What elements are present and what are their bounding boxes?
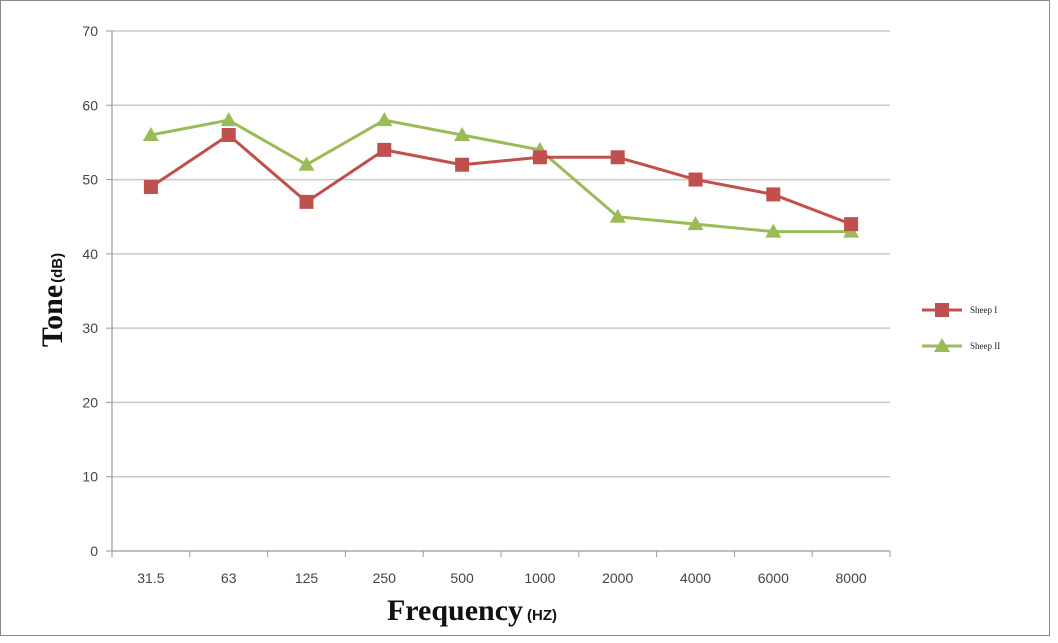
y-tick-label: 0	[90, 543, 98, 559]
x-axis-unit-text: (HZ)	[527, 607, 557, 624]
y-tick-label: 20	[82, 394, 98, 410]
legend-marker	[935, 303, 949, 317]
x-tick-label: 4000	[680, 570, 711, 586]
y-tick-label: 70	[82, 23, 98, 39]
legend-item: Sheep II	[922, 338, 1000, 352]
x-tick-label: 63	[221, 570, 237, 586]
x-tick-labels: 31.5 63 125 250 500 1000 2000 4000 6000 8000	[137, 570, 867, 586]
series-1	[143, 128, 859, 232]
x-tick-label: 250	[373, 570, 397, 586]
x-axis-title-text: Frequency	[387, 594, 523, 627]
legend-label: Sheep I	[970, 305, 997, 315]
series-line	[150, 133, 852, 226]
data-point	[143, 180, 158, 194]
data-point	[687, 216, 704, 231]
data-point	[298, 156, 315, 171]
data-point	[455, 157, 470, 172]
data-point	[142, 127, 159, 141]
legend-marker	[934, 338, 950, 352]
data-point	[610, 150, 625, 165]
data-point	[765, 223, 782, 238]
data-point	[688, 172, 703, 187]
data-point	[376, 112, 393, 127]
data-point	[221, 128, 236, 142]
legend: Sheep I Sheep II	[922, 303, 1000, 352]
x-tick-label: 125	[295, 570, 319, 586]
x-tick-label: 31.5	[137, 570, 164, 586]
y-tick-label: 50	[82, 172, 98, 188]
x-tick-label: 6000	[758, 570, 789, 586]
y-axis-title: Tone (dB)	[36, 253, 69, 347]
data-series	[142, 112, 860, 238]
x-tick-label: 2000	[602, 570, 633, 586]
axes	[106, 30, 891, 557]
y-tick-label: 10	[82, 469, 98, 485]
data-point	[377, 142, 392, 157]
y-tick-label: 60	[82, 97, 98, 113]
data-point	[766, 187, 781, 202]
x-tick-label: 500	[450, 570, 474, 586]
data-point	[609, 208, 626, 223]
data-point	[532, 150, 547, 165]
data-point	[220, 112, 237, 127]
y-tick-label: 40	[82, 246, 98, 262]
series-line	[150, 118, 852, 234]
y-tick-labels: 0 10 20 30 40 50 60 70	[82, 23, 98, 559]
y-axis-unit-text: (dB)	[49, 253, 66, 283]
series-2	[142, 112, 860, 238]
y-tick-label: 30	[82, 320, 98, 336]
legend-item: Sheep I	[922, 303, 997, 317]
data-point	[454, 127, 471, 141]
legend-label: Sheep II	[970, 341, 1000, 351]
x-axis-title: Frequency (HZ)	[387, 594, 557, 627]
y-axis-title-text: Tone	[36, 285, 69, 347]
data-point	[299, 194, 314, 209]
gridlines	[112, 30, 890, 478]
data-point	[844, 217, 859, 232]
x-tick-label: 8000	[836, 570, 867, 586]
x-tick-label: 1000	[524, 570, 555, 586]
